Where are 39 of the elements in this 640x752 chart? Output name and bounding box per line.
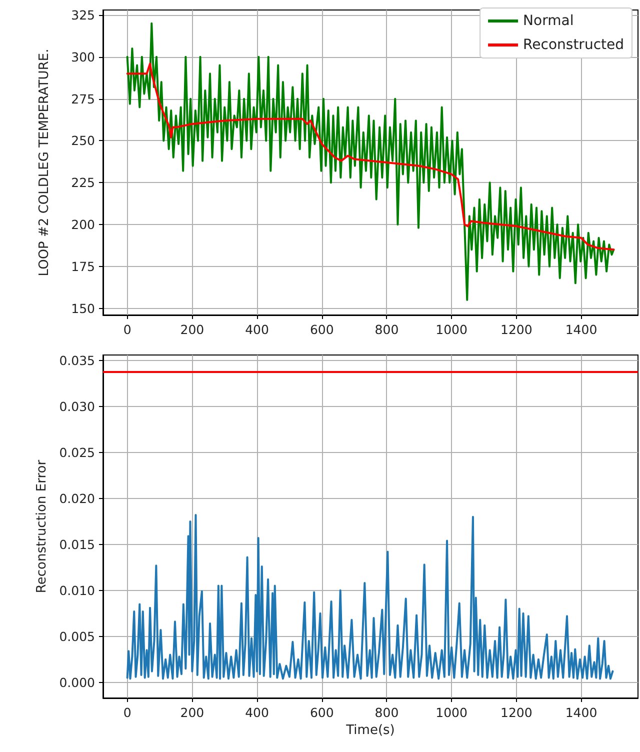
x-tick-label: 800	[374, 322, 399, 337]
y-tick-label: 0.000	[59, 674, 96, 690]
y-tick-label: 300	[71, 49, 96, 64]
x-tick-label: 800	[374, 705, 399, 720]
x-tick-label: 1400	[565, 705, 598, 720]
x-tick-label: 0	[123, 705, 132, 720]
x-axis-title: Time(s)	[345, 722, 395, 738]
x-tick-label: 1000	[436, 322, 468, 337]
y-tick-label: 175	[71, 258, 95, 274]
y-tick-label: 150	[71, 300, 96, 316]
x-tick-label: 200	[180, 705, 204, 720]
y-axis-title: LOOP #2 COLDLEG TEMPERATURE.	[37, 48, 52, 276]
x-tick-label: 1400	[565, 322, 598, 337]
y-tick-label: 0.005	[59, 628, 95, 644]
x-tick-label: 0	[123, 322, 132, 337]
line-series	[126, 62, 615, 251]
x-tick-label: 400	[245, 322, 269, 337]
y-tick-label: 225	[71, 175, 95, 190]
y-tick-label: 0.010	[59, 582, 96, 598]
x-tick-label: 1000	[436, 705, 468, 720]
y-tick-label: 275	[71, 91, 95, 106]
line-series	[126, 514, 614, 680]
x-tick-label: 600	[310, 705, 334, 720]
y-tick-label: 0.015	[59, 536, 95, 552]
x-tick-label: 1200	[500, 322, 532, 337]
y-tick-label: 0.025	[59, 444, 95, 460]
x-tick-label: 1200	[500, 705, 532, 720]
y-axis-title: Reconstruction Error	[34, 459, 50, 594]
y-tick-label: 250	[71, 133, 96, 148]
y-tick-label: 0.020	[59, 490, 96, 506]
legend-label: Reconstructed	[523, 37, 624, 53]
y-tick-label: 0.030	[59, 398, 96, 414]
x-tick-label: 200	[180, 322, 204, 337]
y-tick-label: 200	[71, 217, 96, 232]
x-tick-label: 600	[310, 322, 334, 337]
y-tick-label: 325	[71, 8, 95, 23]
y-tick-label: 0.035	[59, 353, 95, 368]
x-tick-label: 400	[245, 705, 269, 720]
legend-label: Normal	[523, 13, 574, 29]
